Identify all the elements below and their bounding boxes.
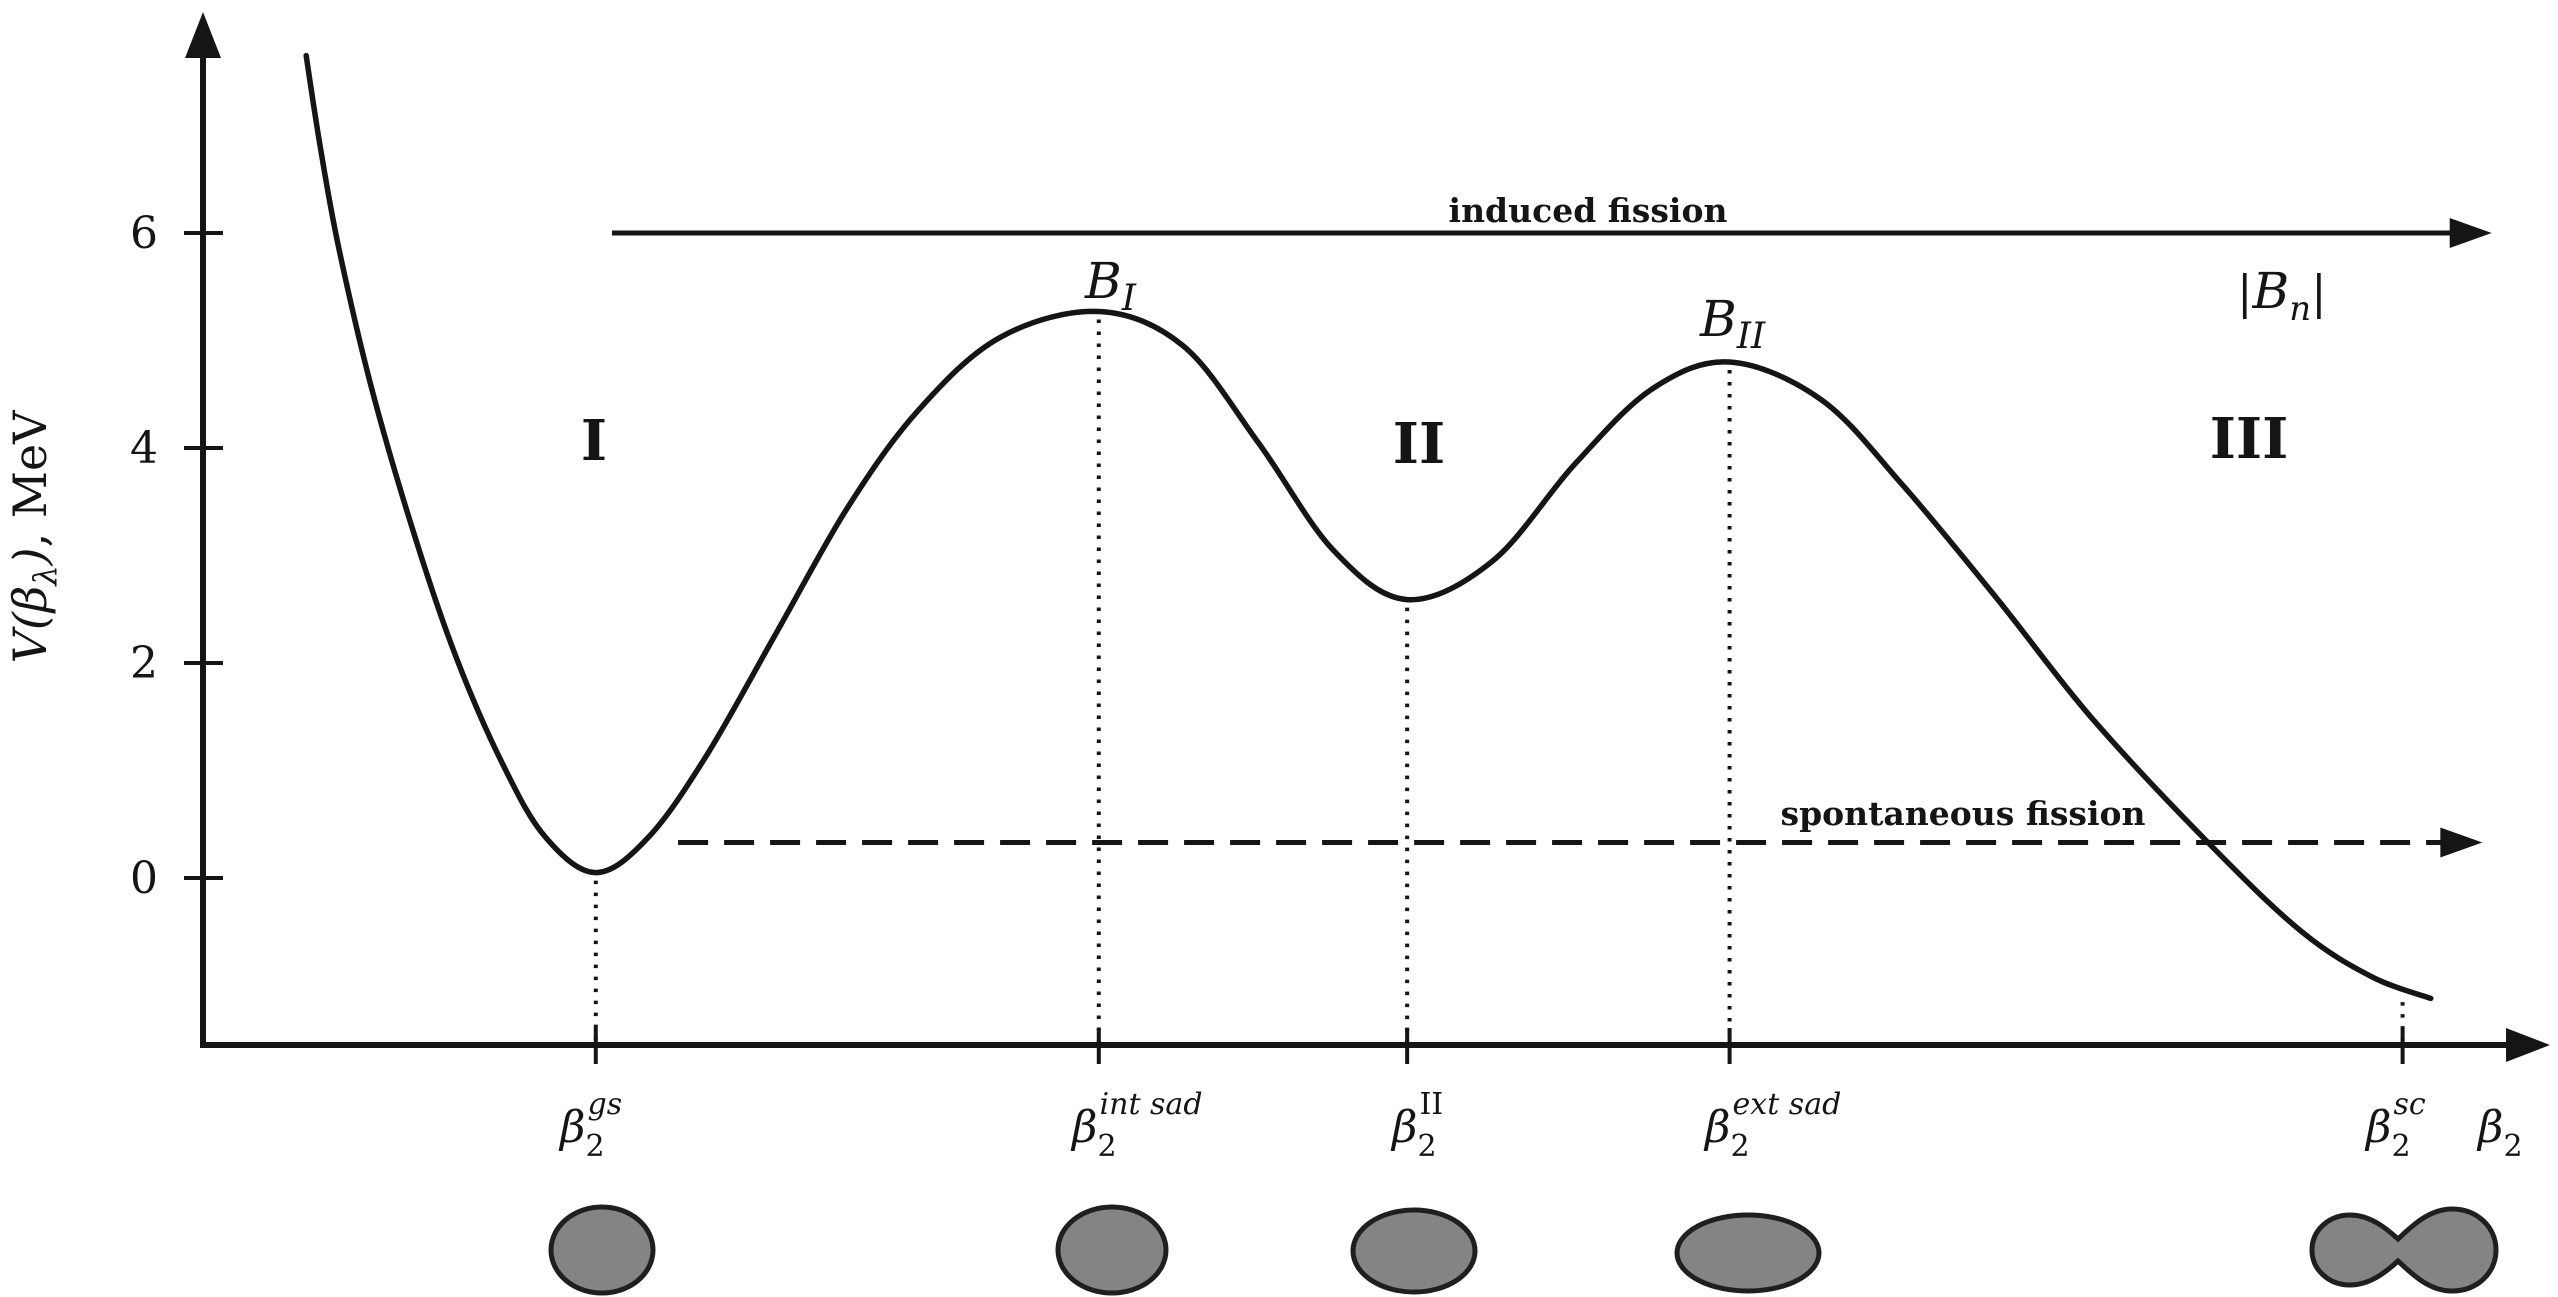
y-tick-label-0: 0 <box>130 853 158 904</box>
y-axis-arrowhead-icon <box>185 12 221 58</box>
x-tick-label-gs: β2gs <box>558 1087 622 1164</box>
shape-scission-dumbbell <box>2309 1206 2499 1294</box>
region-label-II: II <box>1393 411 1445 477</box>
shape-oval-inner-saddle <box>1055 1204 1169 1296</box>
barrier-label-BII: BII <box>1699 290 1766 357</box>
spontaneous_fission-arrowhead-icon <box>2440 827 2483 858</box>
shape-oval-second-well <box>1350 1207 1478 1295</box>
spontaneous-fission-caption: spontaneous fission <box>1780 794 2145 833</box>
y-tick-label-6: 6 <box>130 208 158 259</box>
potential-energy-curve <box>303 52 2434 1002</box>
y-axis-title: V(βλ), MeV <box>3 410 64 664</box>
shape-elongated-outer-saddle <box>1674 1212 1822 1294</box>
region-label-I: I <box>581 408 607 474</box>
x-axis-arrowhead-icon <box>2506 1028 2550 1062</box>
barrier-label-BI: BI <box>1084 252 1137 319</box>
x-axis-label-beta2: β2 <box>2476 1102 2523 1164</box>
x-tick-label-sc: β2sc <box>2364 1087 2426 1164</box>
x-tick-label-int-sad: β2int sad <box>1070 1087 1203 1164</box>
induced-fission-caption: induced fission <box>1449 191 1728 230</box>
x-tick-label-ext-sad: β2ext sad <box>1703 1087 1841 1164</box>
y-tick-label-2: 2 <box>130 638 158 689</box>
neutron-binding-label-Bn: |Bn| <box>2237 262 2327 329</box>
plot-dynamic-layer <box>184 52 2492 1064</box>
induced_fission-arrowhead-icon <box>2449 218 2492 248</box>
shape-sphere-ground-state <box>548 1204 656 1296</box>
region-label-III: III <box>2210 406 2289 472</box>
y-tick-label-4: 4 <box>130 423 158 474</box>
x-tick-label-II: β2II <box>1390 1087 1443 1164</box>
